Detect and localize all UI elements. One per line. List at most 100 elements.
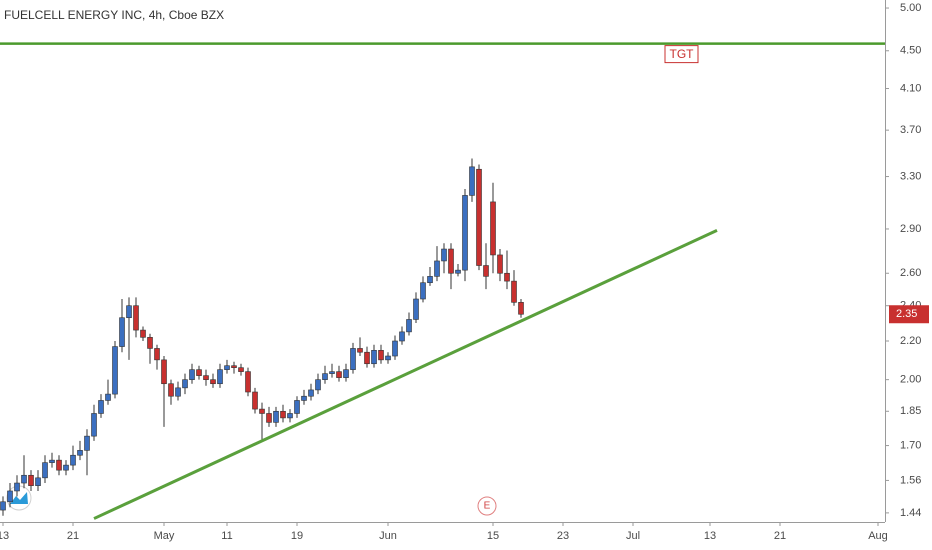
candle-body	[441, 248, 447, 262]
candle-body	[182, 379, 188, 389]
candle-body	[168, 383, 174, 397]
x-tick-label: 15	[487, 530, 499, 542]
candle-body	[63, 464, 69, 471]
candle-body	[518, 302, 524, 315]
candle-body	[175, 387, 181, 397]
candle-body	[273, 410, 279, 423]
candle-body	[308, 389, 314, 397]
x-tick-label: 23	[557, 530, 569, 542]
candle-body	[245, 371, 251, 393]
candle-body	[329, 371, 335, 374]
candle-body	[455, 269, 461, 274]
candle-body	[259, 408, 265, 414]
candle-body	[56, 459, 62, 471]
candle-body	[161, 359, 167, 385]
x-tick-label: 13	[0, 530, 9, 542]
candle-body	[112, 346, 118, 395]
candle-body	[70, 454, 76, 466]
candle-body	[469, 166, 475, 196]
candle-body	[133, 305, 139, 331]
candle-body	[392, 340, 398, 357]
price-label-box	[889, 305, 929, 324]
earnings-label: E	[484, 501, 491, 512]
candle-body	[504, 272, 510, 282]
candle-body	[252, 391, 258, 410]
candle-body	[490, 201, 496, 256]
target-label: TGT	[670, 47, 695, 61]
x-tick-label: May	[154, 530, 175, 542]
candle-body	[266, 413, 272, 423]
candle-body	[427, 276, 433, 284]
candle-body	[385, 355, 391, 361]
y-tick-label: 1.85	[900, 405, 921, 417]
y-tick-label: 1.70	[900, 439, 921, 451]
candle-body	[42, 462, 48, 479]
candle-body	[343, 369, 349, 378]
candle-body	[448, 248, 454, 274]
candle-body	[294, 400, 300, 414]
candle-body	[147, 337, 153, 349]
candle-body	[217, 369, 223, 385]
candle-body	[315, 379, 321, 391]
y-tick-label: 5.00	[900, 2, 921, 14]
candle-body	[35, 477, 41, 486]
x-tick-label: 13	[704, 530, 716, 542]
candle-body	[357, 348, 363, 353]
candle-body	[21, 474, 27, 484]
candle-body	[84, 435, 90, 451]
y-tick-label: 4.50	[900, 45, 921, 57]
price-label: 2.35	[896, 308, 917, 320]
y-tick-label: 2.20	[900, 335, 921, 347]
candle-body	[350, 348, 356, 370]
candle-body	[378, 350, 384, 361]
candle-body	[287, 413, 293, 419]
candle-body	[140, 329, 146, 338]
candle-body	[238, 367, 244, 372]
candle-body	[7, 490, 13, 503]
candle-body	[91, 413, 97, 437]
target-label-box	[664, 45, 699, 64]
candle-body	[364, 351, 370, 365]
y-tick-label: 3.30	[900, 170, 921, 182]
y-tick-label: 2.00	[900, 374, 921, 386]
candle-body	[476, 168, 482, 266]
candle-body	[399, 331, 405, 342]
candle-body	[189, 369, 195, 380]
y-tick-label: 3.70	[900, 124, 921, 136]
x-tick-label: 21	[67, 530, 79, 542]
candle-body	[77, 450, 83, 456]
candle-body	[0, 501, 6, 511]
candle-body	[497, 254, 503, 274]
candle-body	[231, 365, 237, 368]
x-tick-label: Aug	[868, 530, 888, 542]
chart-title: FUELCELL ENERGY INC, 4h, Cboe BZX	[4, 8, 224, 22]
candle-body	[301, 395, 307, 401]
candle-body	[105, 393, 111, 401]
candle-body	[434, 260, 440, 277]
y-tick-label: 1.44	[900, 507, 921, 519]
candle-body	[371, 350, 377, 365]
candle-body	[119, 317, 125, 347]
candle-body	[511, 280, 517, 303]
y-tick-label: 4.10	[900, 82, 921, 94]
candle-body	[224, 365, 230, 370]
x-tick-label: Jun	[379, 530, 397, 542]
candle-body	[280, 410, 286, 419]
candle-body	[413, 298, 419, 320]
candle-body	[49, 459, 55, 463]
candle-body	[98, 400, 104, 414]
y-tick-label: 1.56	[900, 474, 921, 486]
candle-body	[28, 474, 34, 486]
candle-body	[420, 282, 426, 300]
candle-body	[14, 482, 20, 492]
earnings-circle	[477, 496, 497, 516]
candle-body	[154, 348, 160, 361]
candle-body	[322, 373, 328, 380]
x-tick-label: 11	[221, 530, 232, 542]
y-tick-label: 2.90	[900, 223, 921, 235]
candle-body	[126, 305, 132, 319]
y-tick-label: 2.60	[900, 267, 921, 279]
candle-body	[406, 319, 412, 333]
